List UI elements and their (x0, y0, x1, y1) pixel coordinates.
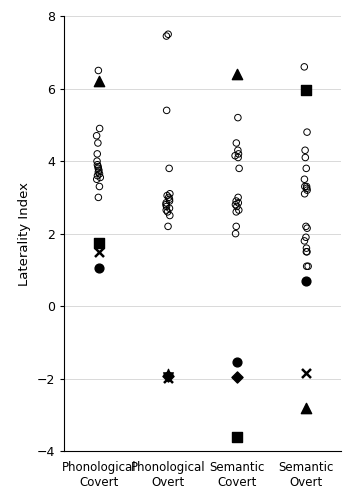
Point (98, 174, 103, 182)
Point (234, 202, 240, 210)
Point (303, 86, 309, 94)
Point (235, 199, 241, 207)
Point (167, 190, 173, 198)
Point (163, 199, 169, 207)
Point (164, 32, 169, 40)
Point (166, 164, 172, 172)
Point (163, 206, 169, 214)
Point (165, 372, 171, 380)
Point (304, 224, 310, 232)
Point (304, 186, 310, 194)
Point (236, 150, 241, 158)
Point (233, 200, 238, 208)
Point (166, 204, 172, 212)
Point (304, 128, 310, 136)
Point (164, 192, 170, 200)
Point (165, 370, 171, 378)
Point (233, 222, 239, 230)
Point (165, 208, 170, 216)
Point (303, 248, 309, 256)
Point (234, 358, 240, 366)
Point (235, 146, 241, 154)
Point (233, 208, 239, 216)
Point (302, 146, 308, 154)
Point (166, 195, 172, 203)
Point (302, 190, 307, 198)
Point (167, 212, 172, 220)
Point (233, 230, 238, 237)
Point (234, 70, 240, 78)
Point (301, 63, 307, 71)
Point (303, 369, 309, 377)
Y-axis label: Laterality Index: Laterality Index (18, 182, 31, 286)
Point (303, 222, 309, 230)
Point (164, 202, 169, 210)
Point (235, 194, 241, 202)
Point (303, 164, 309, 172)
Point (166, 194, 171, 202)
Point (97, 124, 102, 132)
Point (94, 132, 100, 140)
Point (96, 264, 101, 272)
Point (95, 172, 100, 179)
Point (303, 404, 309, 411)
Point (94, 176, 100, 184)
Point (165, 222, 171, 230)
Point (305, 262, 311, 270)
Point (233, 139, 239, 147)
Point (304, 248, 310, 256)
Point (304, 262, 309, 270)
Point (302, 182, 308, 190)
Point (304, 244, 309, 252)
Point (235, 114, 241, 122)
Point (96, 248, 101, 256)
Point (94, 150, 100, 158)
Point (95, 168, 101, 176)
Point (302, 176, 307, 184)
Point (302, 237, 307, 245)
Point (96, 78, 101, 86)
Point (304, 182, 309, 190)
Point (95, 164, 101, 172)
Point (304, 184, 309, 192)
Point (95, 194, 101, 202)
Point (95, 161, 100, 169)
Point (234, 373, 240, 381)
Point (233, 197, 239, 205)
Point (303, 277, 309, 285)
Point (163, 200, 169, 208)
Point (232, 152, 238, 160)
Point (165, 374, 171, 382)
Point (97, 170, 102, 178)
Point (96, 238, 101, 246)
Point (236, 206, 241, 214)
Point (96, 166, 102, 174)
Point (303, 234, 309, 241)
Point (96, 182, 102, 190)
Point (94, 157, 100, 165)
Point (164, 106, 169, 114)
Point (234, 432, 240, 440)
Point (167, 197, 172, 205)
Point (302, 154, 308, 162)
Point (236, 164, 242, 172)
Point (165, 30, 171, 38)
Point (95, 139, 101, 147)
Point (95, 66, 101, 74)
Point (95, 162, 101, 170)
Point (235, 154, 241, 162)
